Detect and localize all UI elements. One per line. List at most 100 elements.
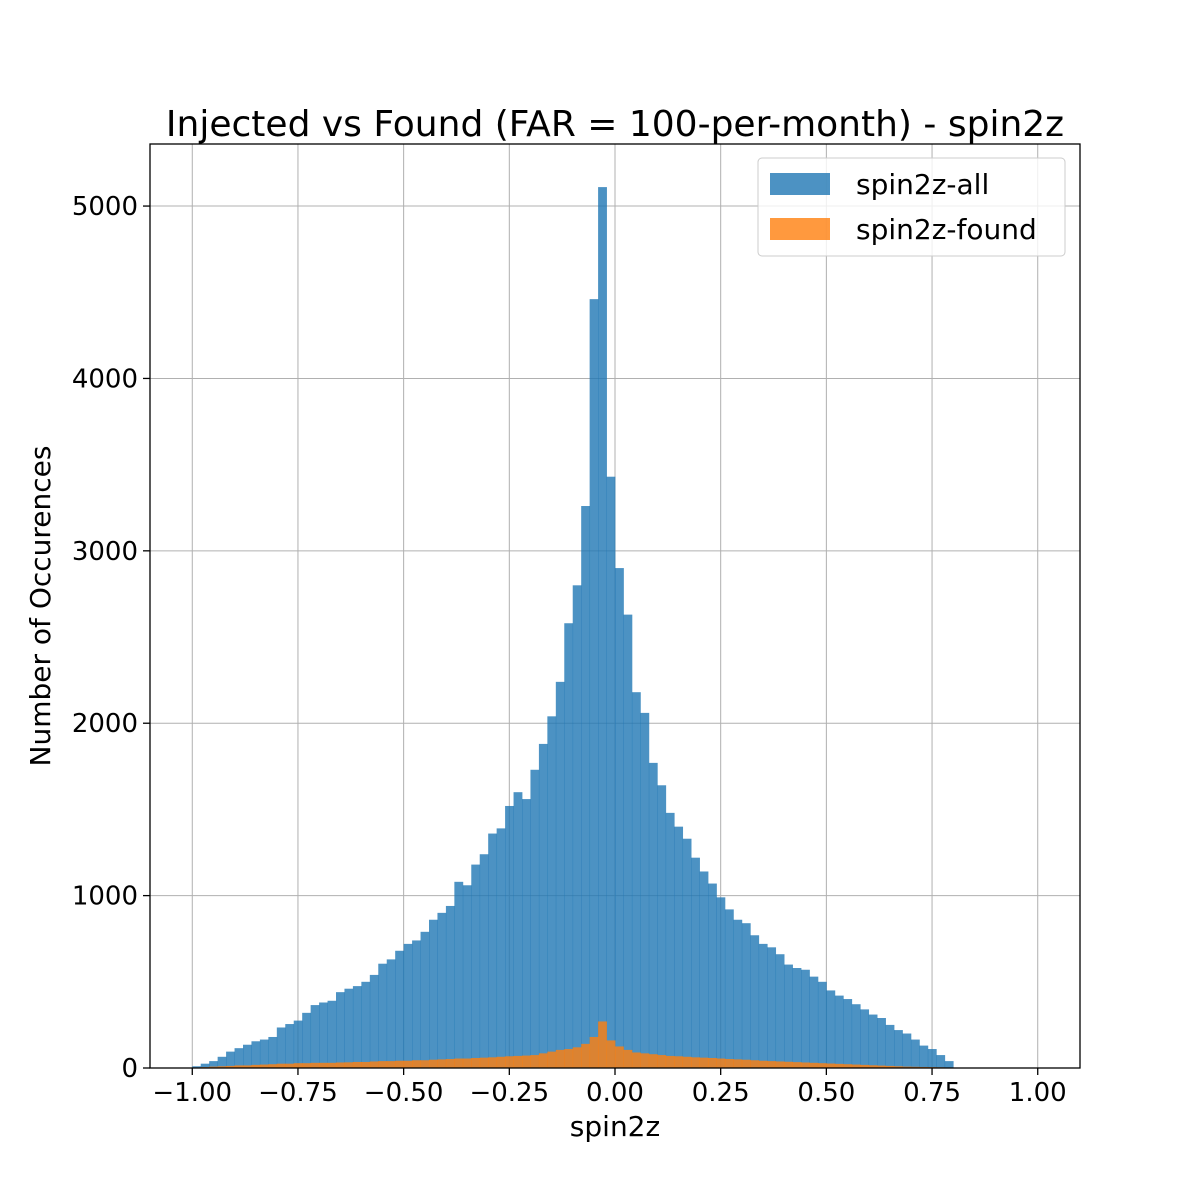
chart-title: Injected vs Found (FAR = 100-per-month) … <box>166 104 1064 145</box>
bar <box>894 1030 903 1068</box>
bar <box>691 1057 700 1068</box>
bar <box>344 1062 354 1068</box>
bar <box>657 785 667 1068</box>
y-tick-label: 0 <box>121 1054 138 1084</box>
bar <box>665 812 675 1068</box>
bar <box>369 1061 379 1068</box>
bar <box>488 833 498 1068</box>
bar <box>564 623 574 1068</box>
bar <box>843 999 853 1068</box>
bar <box>378 1061 388 1068</box>
bar <box>708 883 717 1068</box>
bar <box>623 614 633 1068</box>
bar <box>395 950 405 1068</box>
x-tick-label: 0.75 <box>903 1078 961 1108</box>
bar <box>674 1056 684 1068</box>
bar <box>268 1036 278 1068</box>
bar <box>479 854 489 1068</box>
bar <box>817 981 827 1068</box>
bar <box>606 1040 616 1068</box>
bar <box>699 871 709 1068</box>
bar <box>310 1062 320 1068</box>
bar <box>454 1058 464 1068</box>
bar <box>936 1055 946 1068</box>
bar <box>902 1033 912 1068</box>
bar <box>395 1060 405 1068</box>
bar <box>454 881 464 1068</box>
x-tick-label: −0.75 <box>258 1078 338 1108</box>
bar <box>826 1063 836 1068</box>
bar <box>200 1063 210 1068</box>
bar <box>868 1014 878 1068</box>
bar <box>665 1055 675 1068</box>
x-tick-label: −0.25 <box>469 1078 549 1108</box>
bar <box>378 963 388 1068</box>
bar <box>336 1062 345 1068</box>
bar <box>894 1066 903 1068</box>
bar <box>336 992 345 1068</box>
bar <box>750 935 760 1068</box>
bar <box>682 838 692 1068</box>
bar <box>860 1064 870 1068</box>
bar <box>784 964 793 1068</box>
bar <box>369 974 379 1068</box>
bar <box>834 1063 844 1068</box>
bar <box>327 1062 337 1068</box>
x-tick-label: 0.25 <box>692 1078 750 1108</box>
y-tick-label: 4000 <box>72 364 138 394</box>
bar <box>834 995 844 1068</box>
y-tick-label: 2000 <box>72 709 138 739</box>
bar <box>826 990 836 1068</box>
bar <box>860 1009 870 1068</box>
bar <box>522 799 531 1068</box>
y-tick-label: 3000 <box>72 537 138 567</box>
bar <box>877 1018 886 1068</box>
bar <box>471 864 481 1068</box>
bar <box>716 897 726 1068</box>
bar <box>708 1058 717 1068</box>
bar <box>429 1059 438 1068</box>
bar <box>547 716 557 1068</box>
bar <box>445 905 455 1068</box>
bar <box>843 1064 853 1068</box>
bar <box>437 1059 447 1068</box>
x-tick-label: −1.00 <box>152 1078 232 1108</box>
bar <box>555 1049 565 1068</box>
bar <box>217 1056 227 1068</box>
x-tick-label: 0.00 <box>586 1078 644 1108</box>
bar <box>919 1045 929 1068</box>
bar <box>226 1065 235 1068</box>
bar <box>234 1048 244 1068</box>
bar <box>530 769 540 1068</box>
bar <box>598 1021 607 1068</box>
bar <box>877 1065 886 1068</box>
bar <box>251 1064 261 1068</box>
bar <box>758 943 768 1068</box>
bar <box>462 1058 472 1068</box>
bar <box>851 1004 861 1068</box>
bar <box>420 931 430 1068</box>
bar <box>572 585 582 1068</box>
bar <box>809 1062 819 1068</box>
bar <box>285 1024 295 1068</box>
bar <box>538 1053 548 1068</box>
bar <box>733 1059 743 1068</box>
legend-swatch-found <box>770 218 830 240</box>
bar <box>352 986 362 1068</box>
bar <box>513 1055 523 1068</box>
bar <box>445 1059 455 1068</box>
bar <box>775 954 785 1068</box>
bar <box>429 919 438 1068</box>
bar <box>420 1060 430 1068</box>
bar <box>386 959 396 1068</box>
bar <box>801 969 810 1068</box>
bar <box>522 1055 531 1068</box>
bar <box>784 1061 793 1068</box>
bar <box>699 1057 709 1068</box>
bar <box>631 1052 641 1068</box>
bar <box>285 1063 295 1068</box>
bar <box>234 1065 244 1068</box>
bar <box>259 1064 269 1068</box>
bar <box>386 1061 396 1068</box>
